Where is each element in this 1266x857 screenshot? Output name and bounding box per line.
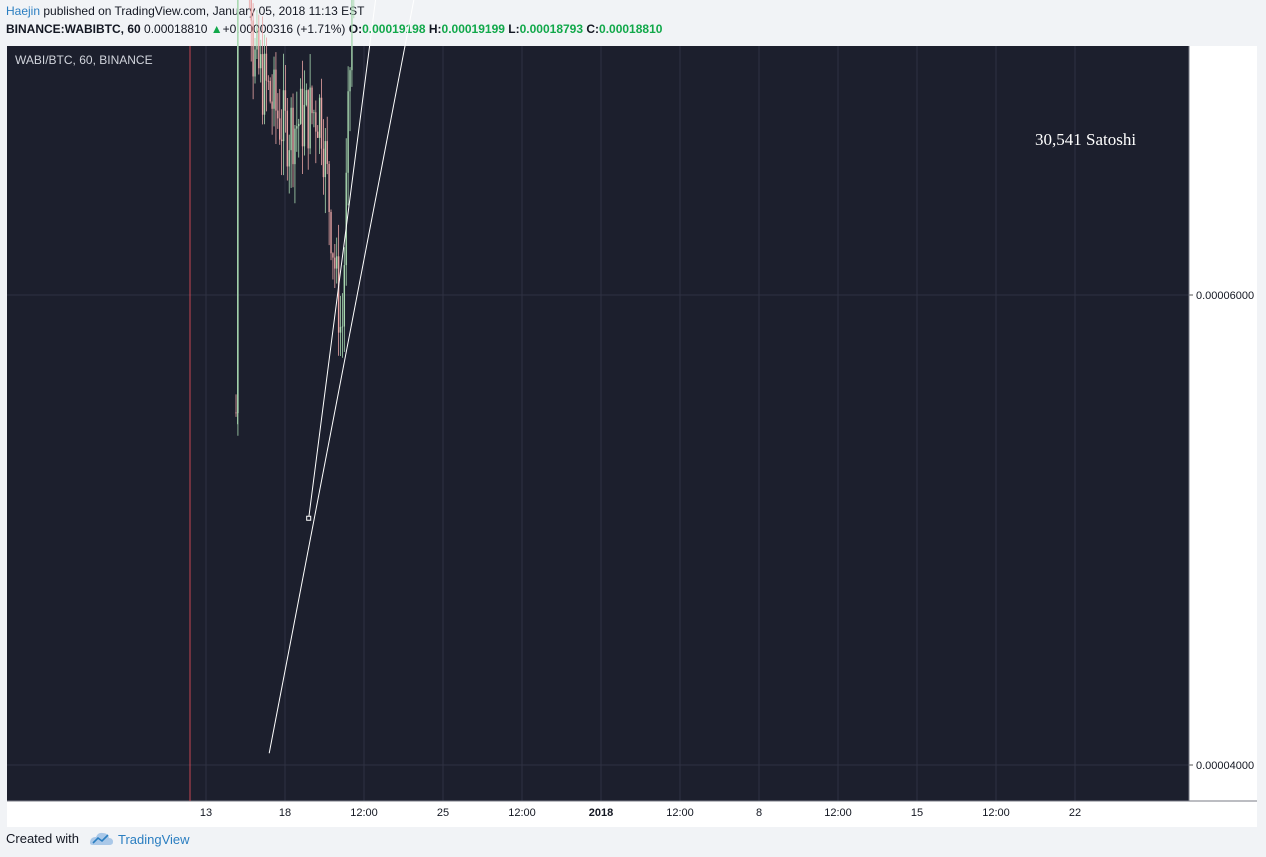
candle-body: [298, 123, 300, 127]
candle-body: [261, 54, 264, 115]
x-tick-label: 18: [279, 807, 291, 819]
candle-body: [339, 327, 342, 333]
candle-body: [326, 141, 328, 164]
candle-body: [282, 90, 285, 142]
candle-body: [288, 150, 290, 167]
candle-body: [250, 0, 252, 21]
candle-body: [301, 88, 304, 147]
candle-body: [311, 87, 313, 114]
wave-vertex: [306, 515, 312, 521]
candle-body: [254, 49, 256, 77]
last-price: 0.00018810: [144, 22, 208, 36]
open-value: 0.00019198: [362, 22, 426, 36]
candle-body: [275, 69, 277, 111]
candle-body: [349, 70, 351, 92]
candle-body: [345, 172, 347, 266]
candle-body: [280, 139, 283, 142]
candle-body: [299, 88, 302, 124]
x-tick-label: 22: [1069, 807, 1081, 819]
candle-body: [269, 80, 271, 102]
candle-body: [273, 69, 275, 109]
created-with-text: Created with: [6, 831, 79, 846]
candle-body: [343, 265, 346, 327]
candle-body: [324, 141, 327, 178]
candle-body: [260, 54, 262, 69]
candle-body: [303, 104, 306, 147]
candle-body: [337, 256, 340, 333]
x-tick-label: 8: [756, 807, 762, 819]
candle-body: [317, 131, 319, 138]
high-label: H:: [428, 22, 442, 36]
tradingview-logo-icon[interactable]: [88, 829, 114, 847]
candle-body: [294, 128, 296, 165]
candle-body: [330, 211, 332, 254]
close-label: C:: [586, 22, 600, 36]
candle-body: [334, 257, 336, 269]
x-tick-label: 2018: [589, 807, 613, 819]
x-tick-label: 25: [437, 807, 449, 819]
symbol-bar: BINANCE:WABIBTC, 60 0.00018810 ▲+0.00000…: [6, 22, 662, 36]
candle-body: [256, 28, 258, 50]
channel-lower-line: [268, 0, 415, 754]
target-annotation: 30,541 Satoshi: [1035, 130, 1136, 149]
candle-body: [309, 87, 311, 149]
high-value: 0.00019199: [441, 22, 505, 36]
candle-body: [284, 90, 287, 111]
candle-body: [267, 80, 270, 82]
candle-body: [351, 0, 353, 71]
symbol-label: BINANCE:WABIBTC, 60: [6, 22, 141, 36]
candle-body: [235, 412, 237, 414]
candle-body: [258, 28, 260, 69]
candle-body: [271, 101, 273, 109]
candle-body: [292, 107, 294, 165]
candle-body: [320, 97, 323, 149]
x-tick-label: 12:00: [666, 807, 694, 819]
x-tick-label: 15: [911, 807, 923, 819]
candle-body: [318, 97, 321, 138]
publish-info: Haejin published on TradingView.com, Jan…: [6, 4, 364, 18]
y-tick-label: 0.00004000: [1196, 760, 1254, 772]
candle-body: [336, 256, 338, 269]
low-label: L:: [508, 22, 520, 36]
y-tick-label: 0.00006000: [1196, 290, 1254, 302]
chart-title: WABI/BTC, 60, BINANCE: [15, 53, 153, 67]
candle-body: [322, 148, 325, 178]
drawings: 1234530,541 Satoshi: [268, 0, 1136, 754]
candle-body: [296, 126, 298, 129]
time-axis-panel: [7, 801, 1257, 827]
candle-body: [315, 112, 317, 132]
candle-body: [277, 110, 279, 119]
candle-body: [347, 91, 349, 173]
close-value: 0.00018810: [599, 22, 663, 36]
x-tick-label: 12:00: [824, 807, 852, 819]
x-tick-label: 13: [200, 807, 212, 819]
tradingview-brand-link[interactable]: TradingView: [118, 832, 190, 847]
up-arrow-icon: ▲: [210, 22, 223, 36]
candle-body: [290, 107, 292, 151]
candle-body: [279, 118, 281, 140]
publish-text: published on TradingView.com, January 05…: [43, 4, 365, 18]
plot-background: [7, 46, 1189, 801]
candle-body: [332, 253, 334, 258]
candle-body: [286, 110, 289, 167]
price-axis-panel: [1189, 46, 1257, 801]
candle-body: [328, 163, 330, 212]
candles: [235, 0, 355, 436]
candle-body: [252, 20, 254, 77]
low-value: 0.00018793: [519, 22, 584, 36]
candle-body: [307, 90, 309, 149]
candle-body: [265, 53, 268, 81]
candle-body: [305, 90, 308, 105]
author-link[interactable]: Haejin: [6, 4, 41, 18]
candle-body: [263, 53, 266, 115]
candle-body: [313, 112, 315, 114]
x-tick-label: 12:00: [508, 807, 536, 819]
x-tick-label: 12:00: [982, 807, 1010, 819]
candle-body: [341, 326, 344, 328]
x-tick-label: 12:00: [350, 807, 378, 819]
